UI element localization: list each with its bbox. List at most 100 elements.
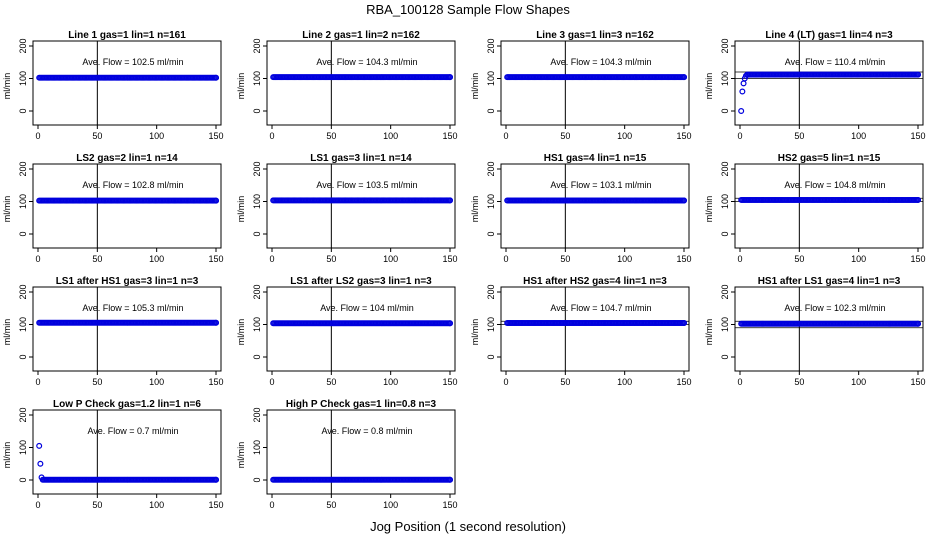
- x-tick-label: 150: [442, 377, 457, 387]
- chart-title: LS1 after HS1 gas=3 lin=1 n=3: [56, 276, 199, 287]
- x-tick-label: 100: [851, 131, 866, 141]
- chart-panel-11: HS1 after HS2 gas=4 lin=1 n=3 0 50 100 150 0 1…: [470, 276, 692, 387]
- x-tick-label: 50: [560, 377, 570, 387]
- data-point: [914, 320, 921, 327]
- x-tick-label: 50: [794, 377, 804, 387]
- chart-panel-4: Line 4 (LT) gas=1 lin=4 n=3 0 50 100 150 0 100…: [704, 30, 926, 141]
- x-tick-label: 50: [92, 254, 102, 264]
- flow-annotation: Ave. Flow = 102.5 ml/min: [82, 57, 183, 67]
- y-axis-label: ml/min: [704, 196, 714, 223]
- y-tick-label: 100: [18, 194, 28, 209]
- y-axis-label: ml/min: [236, 196, 246, 223]
- x-tick-label: 100: [383, 500, 398, 510]
- chart-title: LS2 gas=2 lin=1 n=14: [76, 153, 178, 164]
- chart-title: HS1 gas=4 lin=1 n=15: [544, 153, 647, 164]
- y-tick-label: 100: [486, 194, 496, 209]
- chart-panel-3: Line 3 gas=1 lin=3 n=162 0 50 100 150 0 100 200…: [470, 30, 692, 141]
- y-tick-label: 200: [720, 284, 730, 299]
- y-axis-label: ml/min: [236, 319, 246, 346]
- chart-panel-14: High P Check gas=1 lin=0.8 n=3 0 50 100 150 0…: [236, 399, 458, 510]
- y-tick-label: 0: [252, 354, 262, 359]
- chart-title: HS1 after HS2 gas=4 lin=1 n=3: [523, 276, 667, 287]
- x-tick-label: 0: [35, 254, 40, 264]
- x-tick-label: 50: [794, 254, 804, 264]
- y-axis-label: ml/min: [704, 73, 714, 100]
- data-point: [680, 197, 687, 204]
- y-tick-label: 200: [252, 284, 262, 299]
- y-tick-label: 100: [252, 440, 262, 455]
- x-tick-label: 100: [617, 254, 632, 264]
- chart-title: Line 2 gas=1 lin=2 n=162: [302, 30, 420, 41]
- chart-title: LS1 gas=3 lin=1 n=14: [310, 153, 412, 164]
- x-tick-label: 100: [383, 131, 398, 141]
- x-tick-label: 150: [208, 377, 223, 387]
- x-tick-label: 150: [208, 131, 223, 141]
- x-tick-label: 150: [676, 377, 691, 387]
- chart-title: HS2 gas=5 lin=1 n=15: [778, 153, 881, 164]
- chart-title: HS1 after LS1 gas=4 lin=1 n=3: [758, 276, 901, 287]
- flow-annotation: Ave. Flow = 104.3 ml/min: [316, 57, 417, 67]
- y-axis-label: ml/min: [2, 442, 12, 469]
- y-tick-label: 100: [720, 317, 730, 332]
- y-tick-label: 0: [486, 108, 496, 113]
- data-point: [213, 197, 220, 204]
- data-point: [739, 88, 746, 95]
- y-tick-label: 200: [486, 38, 496, 53]
- y-axis-label: ml/min: [236, 442, 246, 469]
- y-axis-label: ml/min: [470, 73, 480, 100]
- x-tick-label: 100: [149, 377, 164, 387]
- plot-frame: [500, 163, 690, 249]
- flow-annotation: Ave. Flow = 0.8 ml/min: [321, 426, 412, 436]
- y-tick-label: 200: [18, 38, 28, 53]
- x-tick-label: 0: [269, 500, 274, 510]
- y-axis-label: ml/min: [470, 196, 480, 223]
- x-tick-label: 150: [442, 254, 457, 264]
- plot-frame: [500, 40, 690, 126]
- plot-frame: [266, 163, 456, 249]
- y-tick-label: 0: [720, 231, 730, 236]
- data-point: [213, 476, 220, 483]
- plot-frame: [266, 286, 456, 372]
- y-tick-label: 200: [18, 161, 28, 176]
- x-tick-label: 0: [269, 131, 274, 141]
- plot-frame: [734, 40, 924, 126]
- y-tick-label: 100: [252, 71, 262, 86]
- x-tick-label: 150: [910, 377, 925, 387]
- flow-annotation: Ave. Flow = 104.8 ml/min: [784, 180, 885, 190]
- x-tick-label: 150: [208, 500, 223, 510]
- y-axis-label: ml/min: [236, 73, 246, 100]
- data-point: [914, 196, 921, 203]
- y-tick-label: 0: [18, 231, 28, 236]
- plot-frame: [32, 163, 222, 249]
- data-point: [447, 197, 454, 204]
- y-tick-label: 200: [252, 407, 262, 422]
- y-tick-label: 200: [486, 284, 496, 299]
- y-tick-label: 0: [252, 108, 262, 113]
- chart-panel-8: HS2 gas=5 lin=1 n=15 0 50 100 150 0 100 200 ml/m…: [704, 153, 926, 264]
- data-point: [36, 442, 43, 449]
- page-title: RBA_100128 Sample Flow Shapes: [366, 2, 570, 17]
- chart-panel-5: LS2 gas=2 lin=1 n=14 0 50 100 150 0 100 200 ml/m…: [2, 153, 224, 264]
- flow-annotation: Ave. Flow = 104.7 ml/min: [550, 303, 651, 313]
- chart-panel-9: LS1 after HS1 gas=3 lin=1 n=3 0 50 100 150 0 1…: [2, 276, 224, 387]
- x-tick-label: 0: [35, 131, 40, 141]
- y-tick-label: 100: [720, 71, 730, 86]
- flow-annotation: Ave. Flow = 104 ml/min: [320, 303, 414, 313]
- x-axis-label: Jog Position (1 second resolution): [370, 519, 566, 534]
- data-point: [680, 74, 687, 81]
- x-tick-label: 0: [737, 377, 742, 387]
- y-tick-label: 100: [486, 317, 496, 332]
- x-tick-label: 0: [737, 131, 742, 141]
- x-tick-label: 100: [149, 254, 164, 264]
- x-tick-label: 150: [676, 254, 691, 264]
- plot-frame: [734, 163, 924, 249]
- y-tick-label: 200: [18, 284, 28, 299]
- x-tick-label: 50: [92, 377, 102, 387]
- x-tick-label: 100: [383, 377, 398, 387]
- y-tick-label: 200: [720, 161, 730, 176]
- y-tick-label: 0: [486, 231, 496, 236]
- flow-annotation: Ave. Flow = 102.3 ml/min: [784, 303, 885, 313]
- chart-panel-10: LS1 after LS2 gas=3 lin=1 n=3 0 50 100 150 0 1…: [236, 276, 458, 387]
- chart-title: Line 1 gas=1 lin=1 n=161: [68, 30, 186, 41]
